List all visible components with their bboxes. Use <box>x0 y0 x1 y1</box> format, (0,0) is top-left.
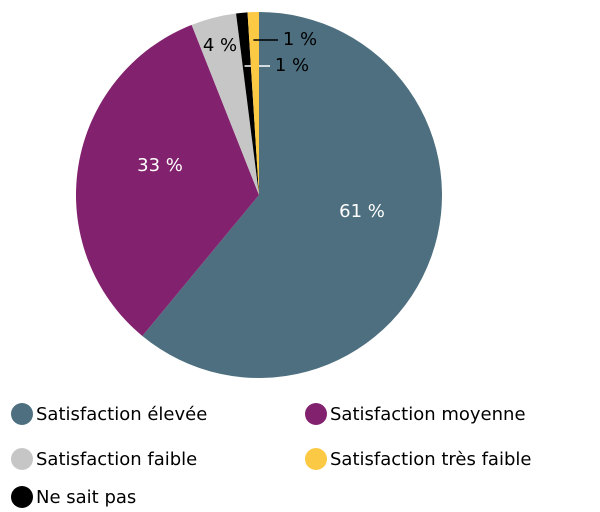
data-label: 33 % <box>137 155 183 176</box>
legend-label: Satisfaction faible <box>36 449 197 470</box>
legend-swatch <box>11 486 33 508</box>
legend-swatch <box>11 448 33 470</box>
pie-slice <box>247 12 259 195</box>
legend-label: Ne sait pas <box>36 487 136 508</box>
legend-swatch <box>305 448 327 470</box>
data-label: 1 % <box>283 29 317 50</box>
legend-swatch <box>11 403 33 425</box>
data-label: 61 % <box>339 201 385 222</box>
pie-slice <box>75 24 259 337</box>
pie-slice <box>236 12 259 195</box>
legend-label: Satisfaction élevée <box>36 404 207 425</box>
data-label: 1 % <box>275 55 309 76</box>
pie-slice <box>191 13 259 196</box>
legend-label: Satisfaction très faible <box>330 449 531 470</box>
pie-slice <box>142 12 443 378</box>
legend-swatch <box>305 403 327 425</box>
legend-label: Satisfaction moyenne <box>330 404 526 425</box>
data-label: 4 % <box>203 35 237 56</box>
